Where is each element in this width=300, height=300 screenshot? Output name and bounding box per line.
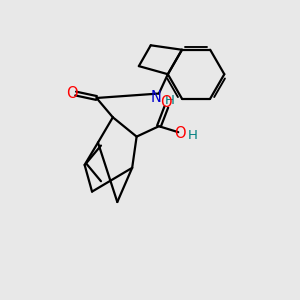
Text: O: O bbox=[174, 126, 185, 141]
Text: O: O bbox=[66, 86, 78, 101]
Text: H: H bbox=[165, 94, 175, 107]
Text: O: O bbox=[160, 95, 172, 110]
Text: H: H bbox=[188, 129, 198, 142]
Text: N: N bbox=[151, 91, 161, 106]
